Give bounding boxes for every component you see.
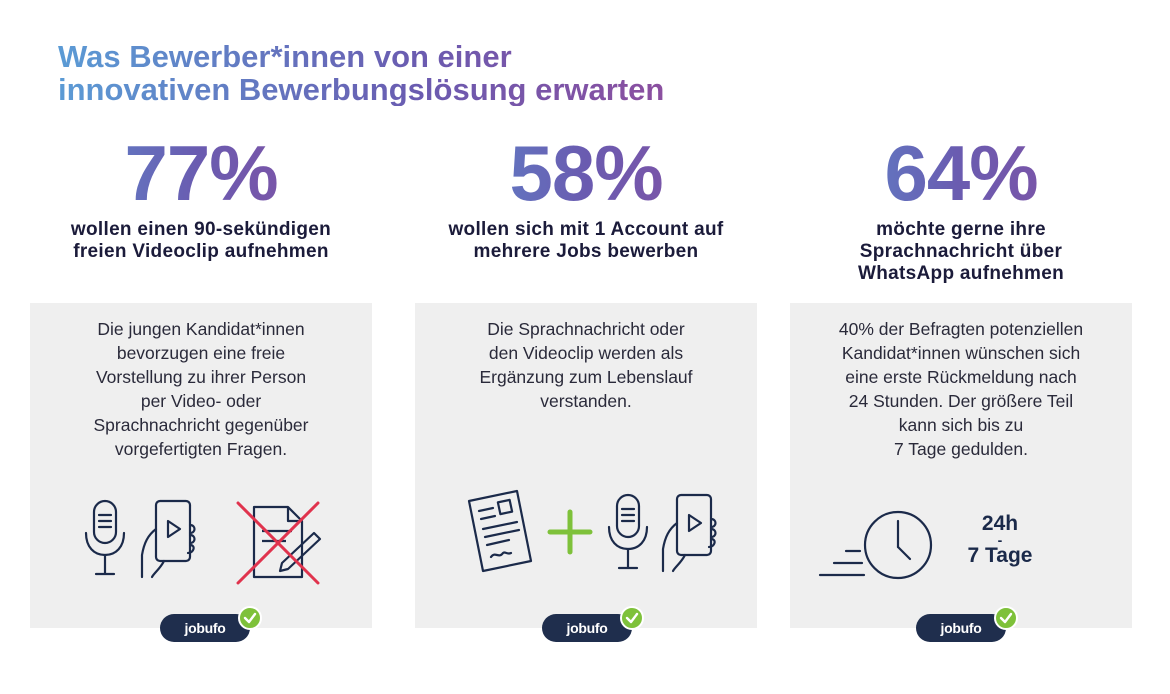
microphone-icon [84,499,126,576]
column-64: 64% möchte gerne ihre Sprachnachricht üb… [790,0,1132,694]
card-text-line: verstanden. [540,391,632,411]
stat-headline: wollen einen 90-sekündigen freien Videoc… [30,219,372,263]
info-card: Die jungen Kandidat*innen bevorzugen ein… [30,303,372,628]
column-58: 58% wollen sich mit 1 Account auf mehrer… [415,0,757,694]
crossed-out-form-icon [236,501,322,585]
card-text-line: Kandidat*innen wünschen sich [841,343,1081,363]
smartphone-video-icon [661,493,717,573]
card-text-line: 7 Tage gedulden. [894,439,1028,459]
card-text-line: den Videoclip werden als [488,343,684,363]
headline-line: Sprachnachricht über [859,241,1063,262]
jobufo-badge: jobufo [160,606,262,642]
headline-line: möchte gerne ihre [876,219,1046,240]
fast-clock-icon [818,510,933,580]
card-text-line: bevorzugen eine freie [116,343,286,363]
card-text-line: 24 Stunden. Der größere Teil [848,391,1074,411]
card-text: Die Sprachnachricht oder den Videoclip w… [437,317,735,413]
card-text-line: Vorstellung zu ihrer Person [95,367,307,387]
card-text-line: 40% der Befragten potenziellen [838,319,1084,339]
headline-line: wollen einen 90-sekündigen [70,219,332,240]
headline-line: wollen sich mit 1 Account auf [448,219,724,240]
card-text-line: vorgefertigten Fragen. [114,439,288,459]
microphone-icon [607,493,649,570]
badge-label: jobufo [184,620,226,636]
card-text-line: Die Sprachnachricht oder [487,319,685,339]
jobufo-badge: jobufo [916,606,1018,642]
check-icon [620,606,644,630]
card-text-line: Die jungen Kandidat*innen [97,319,305,339]
info-card: 40% der Befragten potenziellen Kandidat*… [790,303,1132,628]
icon-row [415,483,757,593]
check-icon [238,606,262,630]
headline-line: mehrere Jobs bewerben [473,241,699,262]
time-start: 24h [981,512,1019,535]
smartphone-video-icon [140,499,196,579]
card-text: Die jungen Kandidat*innen bevorzugen ein… [52,317,350,461]
stat-value: 64% [790,128,1132,218]
card-text: 40% der Befragten potenziellen Kandidat*… [812,317,1110,461]
headline-line: freien Videoclip aufnehmen [73,241,329,262]
icon-row [30,483,372,593]
time-range: 24h - 7 Tage [945,513,1055,567]
badge-label: jobufo [566,620,608,636]
info-card: Die Sprachnachricht oder den Videoclip w… [415,303,757,628]
card-text-line: kann sich bis zu [898,415,1024,435]
stat-headline: möchte gerne ihre Sprachnachricht über W… [790,219,1132,285]
card-text-line: Ergänzung zum Lebenslauf [479,367,693,387]
card-text-line: per Video- oder [140,391,262,411]
headline-line: WhatsApp aufnehmen [858,263,1064,284]
stat-value: 77% [30,128,372,218]
badge-label: jobufo [940,620,982,636]
card-text-line: Sprachnachricht gegenüber [93,415,309,435]
time-end: 7 Tage [967,544,1033,567]
plus-icon [547,509,593,555]
resume-document-icon [467,489,533,573]
stat-headline: wollen sich mit 1 Account auf mehrere Jo… [415,219,757,263]
time-separator: - [997,532,1003,548]
stat-value: 58% [415,128,757,218]
jobufo-badge: jobufo [542,606,644,642]
column-77: 77% wollen einen 90-sekündigen freien Vi… [30,0,372,694]
check-icon [994,606,1018,630]
icon-row [790,483,1132,593]
card-text-line: eine erste Rückmeldung nach [845,367,1077,387]
